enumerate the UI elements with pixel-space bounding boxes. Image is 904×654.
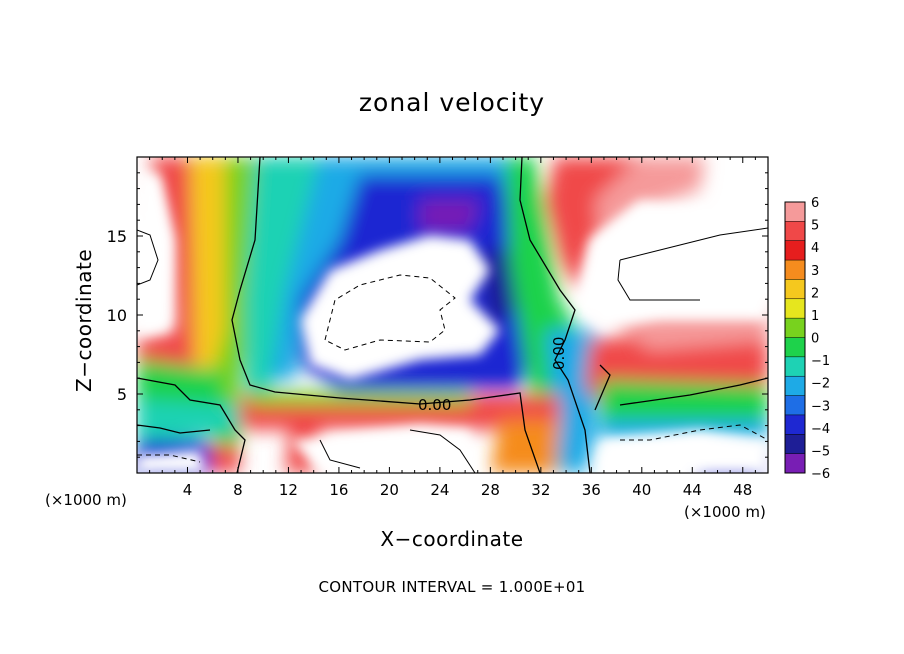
- colorbar: 6 5 4 3 2 1 0 −1 −2 −3 −4 −5 −6: [784, 196, 830, 482]
- colorbar-swatch: [785, 395, 805, 416]
- colorbar-swatch: [785, 240, 805, 261]
- x-tick-label: 28: [481, 481, 500, 499]
- velocity-field: [137, 157, 768, 473]
- y-ticks: 5 10 15: [107, 172, 768, 458]
- colorbar-label: 2: [811, 286, 819, 301]
- x-tick-label: 24: [430, 481, 449, 499]
- colorbar-label: 0: [811, 332, 819, 347]
- colorbar-label: −4: [811, 422, 830, 437]
- y-tick-label: 15: [107, 227, 127, 246]
- colorbar-swatch: [785, 260, 805, 280]
- x-tick-label: 36: [582, 481, 601, 499]
- x-tick-label: 20: [380, 481, 399, 499]
- colorbar-label: −1: [811, 354, 830, 369]
- x-tick-label: 4: [183, 481, 193, 499]
- x-tick-label: 8: [233, 481, 243, 499]
- colorbar-swatch: [785, 434, 805, 455]
- x-tick-label: 48: [733, 481, 752, 499]
- contour-label-1: 0.00: [418, 396, 451, 414]
- x-tick-label: 16: [329, 481, 348, 499]
- colorbar-label: 3: [811, 264, 819, 279]
- colorbar-swatch: [785, 453, 805, 474]
- colorbar-label: −5: [811, 444, 830, 459]
- x-axis-label: X−coordinate: [380, 527, 524, 551]
- x-tick-label: 12: [279, 481, 298, 499]
- thin-contours: [137, 227, 768, 473]
- colorbar-swatch: [785, 298, 805, 319]
- x-unit-left: (×1000 m): [45, 491, 127, 509]
- colorbar-swatch: [785, 376, 805, 397]
- contour-labels: 0.00 0.00: [418, 337, 568, 414]
- colorbar-label: 4: [811, 241, 819, 256]
- x-tick-label: 44: [683, 481, 702, 499]
- colorbar-swatch: [785, 337, 805, 358]
- chart-title: zonal velocity: [358, 88, 546, 117]
- colorbar-swatch: [785, 414, 805, 435]
- x-tick-label: 32: [531, 481, 550, 499]
- contour-interval-note: CONTOUR INTERVAL = 1.000E+01: [318, 578, 586, 596]
- y-tick-label: 10: [107, 306, 127, 325]
- contour-lines: [137, 157, 768, 473]
- colorbar-swatch: [785, 221, 805, 242]
- contour-label-2: 0.00: [550, 337, 568, 370]
- colorbar-label: 1: [811, 309, 819, 324]
- colorbar-swatch: [785, 279, 805, 300]
- colorbar-swatch: [785, 202, 805, 222]
- colorbar-label: 6: [811, 196, 819, 211]
- colorbar-label: −6: [811, 467, 830, 482]
- x-ticks: 4 8 12 16 20 24 28 32 36 40 44 48: [149, 157, 756, 499]
- dashed-contours: [137, 274, 768, 463]
- y-tick-label: 5: [117, 385, 127, 404]
- x-tick-label: 40: [632, 481, 651, 499]
- x-unit-right: (×1000 m): [684, 503, 766, 521]
- colorbar-swatch: [785, 318, 805, 338]
- colorbar-label: −3: [811, 399, 830, 414]
- colorbar-swatch: [785, 356, 805, 377]
- colorbar-label: 5: [811, 219, 819, 234]
- colorbar-label: −2: [811, 377, 830, 392]
